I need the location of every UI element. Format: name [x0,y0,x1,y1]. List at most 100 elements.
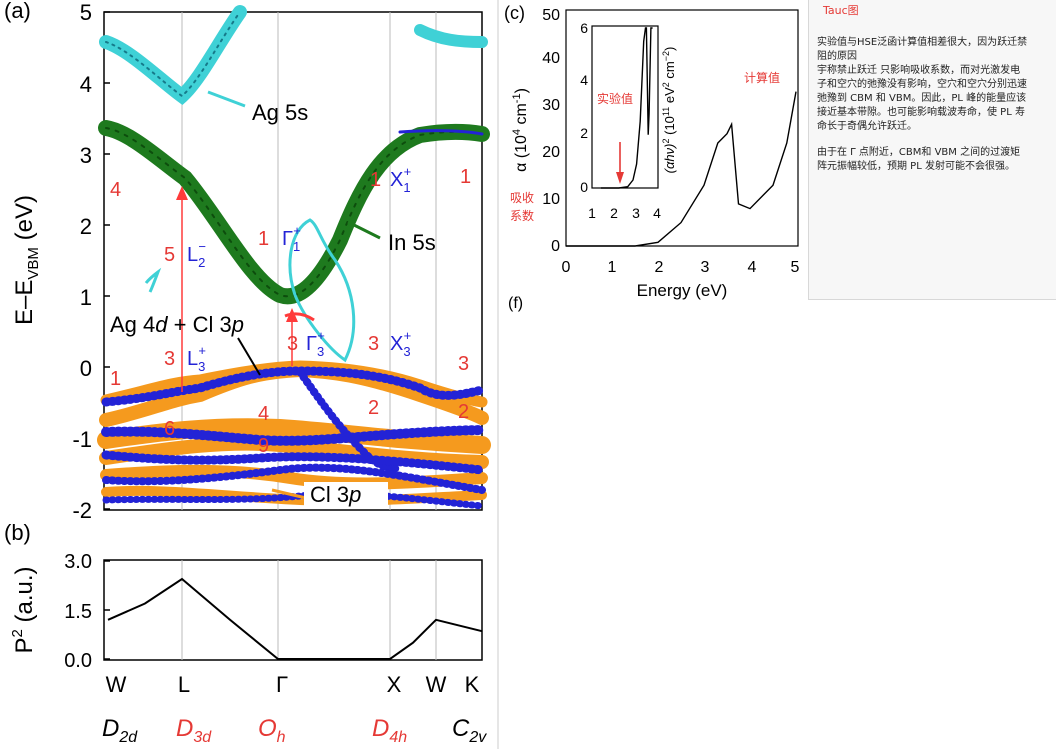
note-experimental: 实验值 [597,91,633,106]
cl3p-label: Cl 3p [310,482,361,507]
irrep-label: Γ3+ [306,328,325,359]
degeneracy-label: 1 [370,169,381,191]
irrep-label: L3+ [187,343,206,374]
ytick-label: 40 [542,50,560,67]
panel-b-ylabel: P2 (a.u.) [9,566,38,653]
panel-b-label: (b) [4,520,31,545]
ytick-label: 1 [80,285,92,310]
inset-ylabel: (αhν)2 (1011 eV2 cm−2) [661,47,677,174]
absorption-curve [566,91,797,247]
inset-yticks: 0 2 4 6 [580,20,588,195]
kpoint-label: X [387,672,402,697]
degeneracy-label: 1 [110,368,121,390]
irrep-label: Γ1+ [282,223,301,254]
ytick-label: 1.5 [64,601,92,623]
transition-arrows [176,186,315,392]
notes-paragraph-1: 实验值与HSE泛函计算值相差很大，因为跃迁禁 阻的原因 宇称禁止跃迁 只影响吸收… [817,36,1048,134]
inset-ytick-label: 2 [580,125,588,141]
irrep-labels: L2− Γ1+ X1+ L3+ Γ3+ X3+ [187,164,411,374]
panel-a-label: (a) [4,0,31,23]
panel-b-gridlines [181,560,437,660]
in5s-label: In 5s [388,230,436,255]
symmetry-label: D4h [372,715,407,746]
ag4d-cl3p-label: Ag 4d + Cl 3p [110,312,244,337]
kpoint-label: Γ [276,672,288,697]
degeneracy-label: 3 [368,333,379,355]
inset-xtick-label: 1 [588,205,596,221]
degeneracy-label: 2 [458,401,469,423]
inset-ytick-label: 6 [580,20,588,36]
ytick-label: 5 [80,0,92,25]
xtick-label: 4 [748,259,757,276]
partial-panel-label: (f) [508,295,523,312]
orbital-annotations: Ag 5s In 5s Ag 4d + Cl 3p Cl 3p [110,100,436,508]
note-absorption-1: 吸收 [510,191,534,205]
panel-b-ytick-marks [104,560,110,660]
degeneracy-label: 2 [368,397,379,419]
kpoint-label: W [426,672,447,697]
ytick-label: 50 [542,7,560,24]
ytick-label: 10 [542,191,560,208]
degeneracy-label: 4 [110,179,121,201]
irrep-label: X1+ [390,164,411,195]
inset-ytick-label: 4 [580,72,588,88]
ytick-label: 4 [80,72,92,97]
ytick-label: -2 [72,498,92,523]
ytick-label: -1 [72,427,92,452]
notes-line: 阻的原因 [817,51,857,62]
notes-line: 命长于奇偶允许跃迁。 [817,121,917,132]
degeneracy-label: 9 [258,435,269,457]
ytick-label: 3.0 [64,551,92,573]
ag5s-label: Ag 5s [252,100,308,125]
tauc-curve [600,27,653,189]
symmetry-label: D3d [176,715,212,746]
notes-line: 阵元振幅较低，预期 PL 发射可能不会很强。 [817,161,1015,172]
kpoint-label: L [178,672,190,697]
degeneracy-label: 3 [458,353,469,375]
panel-c-notes: 实验值 计算值 吸收 系数 [510,70,780,223]
panel-c-label: (c) [504,3,525,23]
highlight-loop [288,218,356,363]
panel-a-yticks: 5 4 3 2 1 0 -1 -2 [72,0,92,523]
degeneracy-label: 1 [460,166,471,188]
ag5s-band [99,5,488,105]
kpoint-label: K [465,672,480,697]
ytick-label: 3 [80,143,92,168]
notes-title: Tauc图 [823,4,859,17]
inset-ytick-label: 0 [580,179,588,195]
panel-c-ylabel: α (104 cm-1) [511,88,530,172]
in5s-band [98,120,490,305]
notes-line: 弛豫到 CBM 和 VBM。因此，PL 峰的能量应该 [817,93,1027,104]
panel-b: (b) P2 (a.u.) 3.0 1.5 0.0 W L Γ X W K [4,520,487,746]
note-calculated: 计算值 [744,70,780,85]
degeneracy-label: 5 [164,244,175,266]
ytick-label: 0 [80,356,92,381]
inset-xtick-label: 2 [610,205,618,221]
degeneracy-label: 6 [164,418,175,440]
xtick-label: 1 [608,259,617,276]
panel-a-ylabel: E–EVBM (eV) [11,195,42,325]
inset-arrowhead [616,172,624,184]
panel-c: (c) 0 10 20 30 40 50 0 1 2 3 4 5 Energy … [500,0,806,312]
ytick-label: 20 [542,144,560,161]
xtick-label: 2 [655,259,664,276]
kpoint-labels: W L Γ X W K [106,672,480,697]
degeneracy-label: 3 [287,333,298,355]
inset-xticks: 1 2 3 4 [588,205,661,221]
xtick-label: 0 [562,259,571,276]
degeneracy-label: 4 [258,403,269,425]
symmetry-labels: D2d D3d Oh D4h C2v [102,715,487,746]
highlight-tick [144,267,162,293]
ytick-label: 2 [80,214,92,239]
ytick-label: 0 [551,238,560,255]
notes-line: 由于在 Γ 点附近，CBM和 VBM 之间的过渡矩 [817,147,1021,158]
panel-b-frame [103,559,483,661]
xtick-label: 3 [701,259,710,276]
panel-b-yticks: 3.0 1.5 0.0 [64,551,92,672]
panel-c-yticks: 0 10 20 30 40 50 [542,7,560,255]
irrep-label: L2− [187,239,206,270]
ytick-label: 0.0 [64,650,92,672]
symmetry-label: C2v [452,715,487,746]
panel-c-xlabel: Energy (eV) [637,281,728,300]
